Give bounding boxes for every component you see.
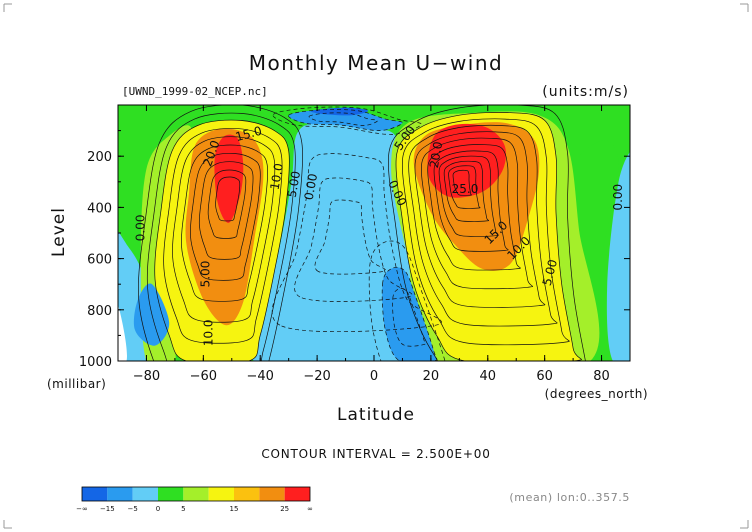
y-tick-label: 400 <box>87 201 112 216</box>
x-axis-label: Latitude <box>337 405 415 425</box>
contour-line-south <box>146 112 296 361</box>
contour-line-north <box>414 131 546 308</box>
colorbar-swatch <box>208 487 234 501</box>
contour-line-tropical <box>368 240 446 361</box>
contour-line-south <box>172 136 276 323</box>
colorbar-swatch <box>284 487 310 501</box>
contour-line-upper <box>272 106 422 135</box>
plot-area: 20.015.010.05.000.000.005.0010.05.0020.0… <box>117 104 631 362</box>
y-unit-label: (millibar) <box>47 377 106 391</box>
x-tick-label: −40 <box>247 369 274 384</box>
contour-line-south <box>189 153 261 281</box>
colorbar-tick-label: 25 <box>280 505 289 513</box>
contour-label: 25.0 <box>452 182 479 196</box>
corner-marks <box>3 3 749 529</box>
contour-label: 5.00 <box>199 261 213 288</box>
contour-line-north <box>395 112 582 361</box>
upper-blue <box>288 109 403 131</box>
colorbar-tick-label: 0 <box>156 505 160 513</box>
units-label: (units:m/s) <box>542 84 629 100</box>
contour-line-easterly <box>314 199 386 275</box>
contour-line-south <box>181 144 268 302</box>
x-tick-label: −20 <box>303 369 330 384</box>
contour-line-tropical <box>381 267 438 361</box>
contour-label: 15.0 <box>234 124 263 144</box>
file-label: [UWND_1999-02_NCEP.nc] <box>122 85 268 98</box>
contour-label: 20.0 <box>427 140 445 169</box>
plot-fields <box>118 107 630 361</box>
colorbar-tick-label: −15 <box>100 505 115 513</box>
colorbar-swatch <box>132 487 158 501</box>
x-tick-label: 20 <box>423 369 440 384</box>
contour-lines <box>138 105 586 361</box>
colorbar-swatch <box>158 487 184 501</box>
south-white-region <box>118 304 127 361</box>
north-cyan-region <box>606 151 630 361</box>
colorbar-swatch <box>259 487 285 501</box>
y-tick-label: 1000 <box>79 355 112 370</box>
contour-label: 0.00 <box>133 215 147 242</box>
contour-line-south <box>163 128 283 344</box>
contour-label: 10.0 <box>202 319 216 346</box>
contour-line-upper <box>288 109 403 131</box>
contour-line-north <box>452 169 472 196</box>
contour-line-north <box>443 160 490 222</box>
y-tick-label: 800 <box>87 304 112 319</box>
contour-line-south <box>198 161 254 260</box>
contour-line-north <box>448 165 481 209</box>
x-tick-label: 0 <box>370 369 378 384</box>
contour-line-tropical <box>392 288 426 347</box>
contour-line-upper <box>308 112 378 126</box>
contour-line-south <box>215 176 241 222</box>
x-tick-label: −80 <box>133 369 160 384</box>
x-unit-label: (degrees_north) <box>545 387 648 401</box>
x-tick-label: 40 <box>480 369 497 384</box>
contour-label: 10.0 <box>268 162 286 191</box>
contour-line-south <box>154 119 290 361</box>
colorbar-tick-label: −∞ <box>76 505 88 513</box>
contour-line-north <box>408 124 558 327</box>
colorbar-tick-label: 15 <box>230 505 239 513</box>
contour-line-easterly <box>271 153 442 333</box>
y-tick-label: 600 <box>87 253 112 268</box>
colorbar-swatch <box>82 487 108 501</box>
contour-interval-label: CONTOUR INTERVAL = 2.500E+00 <box>261 447 490 461</box>
colorbar-frame <box>81 486 311 502</box>
chart-title: Monthly Mean U−wind <box>249 51 503 75</box>
colorbar-swatch <box>107 487 133 501</box>
colorbar: −∞ −15 −5 0 5 15 25 ∞ <box>76 486 313 513</box>
y-axis: 200 400 600 800 1000 <box>79 130 630 370</box>
contour-line-south <box>138 105 303 361</box>
colorbar-tick-label: −5 <box>128 505 138 513</box>
contour-line-easterly <box>294 177 413 302</box>
contour-line-north <box>421 137 533 290</box>
x-tick-label: −60 <box>190 369 217 384</box>
colorbar-tick-label: 5 <box>181 505 185 513</box>
south-blue-patch <box>133 283 170 346</box>
contour-line-north <box>402 118 570 346</box>
contour-line-north <box>427 144 521 271</box>
y-tick-label: 200 <box>87 150 112 165</box>
x-axis: −80 −60 −40 −20 0 20 40 60 80 <box>117 105 631 384</box>
contour-line-north <box>438 155 499 237</box>
y-axis-label: Level <box>49 207 69 257</box>
colorbar-tick-label: ∞ <box>307 505 313 513</box>
southern-jet-red <box>214 134 244 223</box>
contour-line-north <box>433 150 509 252</box>
x-tick-label: 60 <box>536 369 553 384</box>
contour-label: 0.00 <box>302 172 320 201</box>
colorbar-swatch <box>234 487 260 501</box>
contour-labels: 20.015.010.05.000.000.005.0010.05.0020.0… <box>133 123 625 346</box>
contour-label: 5.00 <box>285 170 303 199</box>
contour-label: 5.00 <box>540 258 560 287</box>
x-tick-label: 80 <box>593 369 610 384</box>
contour-label: 0.00 <box>611 184 625 211</box>
contour-line-south <box>207 169 247 239</box>
colorbar-swatch <box>183 487 209 501</box>
footer-label: (mean) lon:0..357.5 <box>509 491 630 504</box>
